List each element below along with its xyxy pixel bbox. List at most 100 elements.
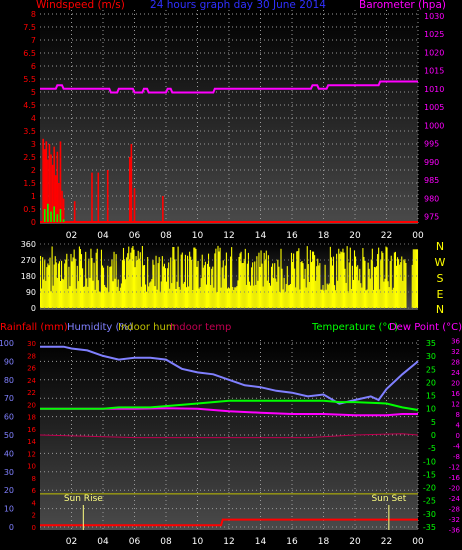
temperature-tick: -25 [423, 497, 436, 506]
direction-bar [279, 291, 281, 308]
direction-bar [222, 260, 224, 308]
direction-bar [236, 286, 238, 308]
direction-bar [83, 286, 85, 308]
direction-bar [63, 279, 65, 308]
direction-bar [193, 247, 195, 308]
humidity-tick: 40 [4, 449, 14, 458]
temperature-tick: 10 [426, 405, 436, 414]
gust-bar [47, 203, 49, 222]
direction-bar [232, 286, 234, 308]
direction-bar [243, 258, 245, 308]
direction-bar [237, 280, 239, 308]
direction-bar [69, 286, 71, 308]
direction-bar [148, 286, 150, 308]
direction-bar [225, 252, 227, 308]
direction-bar [260, 250, 262, 308]
direction-bar [93, 262, 95, 308]
direction-bar [267, 255, 269, 308]
rainfall-tick: 28 [27, 352, 36, 360]
direction-bar [367, 262, 369, 308]
rainfall-tick: 18 [27, 414, 36, 422]
gust-bar [43, 209, 46, 222]
direction-bar [127, 253, 129, 308]
direction-bar [68, 266, 70, 308]
direction-bar [59, 281, 62, 308]
direction-bar [141, 245, 143, 308]
direction-bar [402, 280, 404, 308]
dewpoint-tick: 20 [451, 379, 460, 387]
direction-bar [224, 265, 226, 308]
dewpoint-tick: -8 [453, 453, 460, 461]
direction-bar [353, 250, 356, 308]
direction-bar [53, 264, 55, 308]
direction-bar [126, 257, 128, 308]
x-tick-label: 16 [286, 231, 298, 241]
direction-bar [284, 291, 286, 308]
direction-bar [181, 252, 183, 308]
direction-bar [198, 288, 200, 308]
direction-tick: 180 [21, 272, 36, 281]
x-tick-label: 20 [349, 231, 361, 241]
direction-bar [298, 248, 300, 308]
direction-bar [413, 249, 415, 308]
direction-bar [328, 283, 330, 308]
direction-bar [256, 256, 258, 308]
direction-bar [297, 251, 299, 308]
x-tick-label: 02 [66, 537, 77, 547]
gust-bar [50, 211, 52, 222]
direction-bar [82, 268, 84, 308]
direction-bar [121, 260, 123, 308]
direction-bar [361, 287, 363, 308]
humidity-title: Humidity (%) [67, 322, 133, 333]
direction-bar [142, 265, 144, 308]
windspeed-tick: 2 [31, 166, 36, 175]
direction-bar [132, 246, 134, 308]
rainfall-tick: 12 [27, 450, 36, 458]
direction-bar [252, 262, 254, 308]
direction-bar [110, 266, 112, 308]
x-tick-label: 02 [66, 231, 77, 241]
direction-bar [146, 291, 148, 308]
direction-bar [204, 261, 206, 308]
direction-bar [189, 251, 191, 308]
humidity-axis: 0 10 20 30 40 50 60 70 80 90 100 [0, 339, 14, 532]
direction-bar [398, 259, 400, 308]
direction-bar [49, 257, 51, 308]
wind-bar [51, 164, 54, 222]
direction-bar [230, 256, 232, 308]
wind-bar [61, 190, 63, 222]
wind-bar [48, 144, 51, 222]
direction-bar [374, 267, 377, 308]
direction-tick: 270 [21, 256, 36, 265]
direction-bar [195, 248, 197, 308]
direction-bar [86, 278, 88, 308]
top-plot-bg [40, 10, 418, 224]
direction-bar [369, 278, 371, 308]
direction-bar [209, 266, 211, 308]
dewpoint-tick: 28 [451, 358, 460, 366]
direction-bar [47, 263, 49, 308]
x-tick-label: 12 [223, 537, 234, 547]
direction-bar [188, 286, 190, 308]
temperature-title: Temperature (°C) [311, 322, 398, 333]
wind-bar [73, 201, 76, 222]
temperature-tick: 25 [426, 365, 436, 374]
direction-bar [263, 252, 265, 308]
direction-bar [164, 268, 167, 308]
x-tick-label: 18 [318, 537, 330, 547]
barometer-tick: 1025 [424, 30, 444, 39]
direction-bar [244, 248, 246, 308]
direction-bar [339, 253, 341, 308]
direction-bar [140, 286, 142, 308]
wind-bar [59, 141, 62, 222]
direction-bar [400, 262, 402, 308]
direction-bar [280, 248, 282, 308]
direction-tick: 360 [21, 240, 36, 249]
gust-bar [59, 209, 62, 222]
temperature-axis: -35 -30 -25 -20 -15 -10 -5 0 5 10 15 20 25 30 35 [423, 339, 436, 532]
direction-bar [262, 286, 264, 308]
direction-bar [287, 285, 289, 308]
windspeed-tick: 0 [31, 218, 36, 227]
direction-bar [149, 282, 151, 308]
direction-bar [293, 253, 295, 308]
